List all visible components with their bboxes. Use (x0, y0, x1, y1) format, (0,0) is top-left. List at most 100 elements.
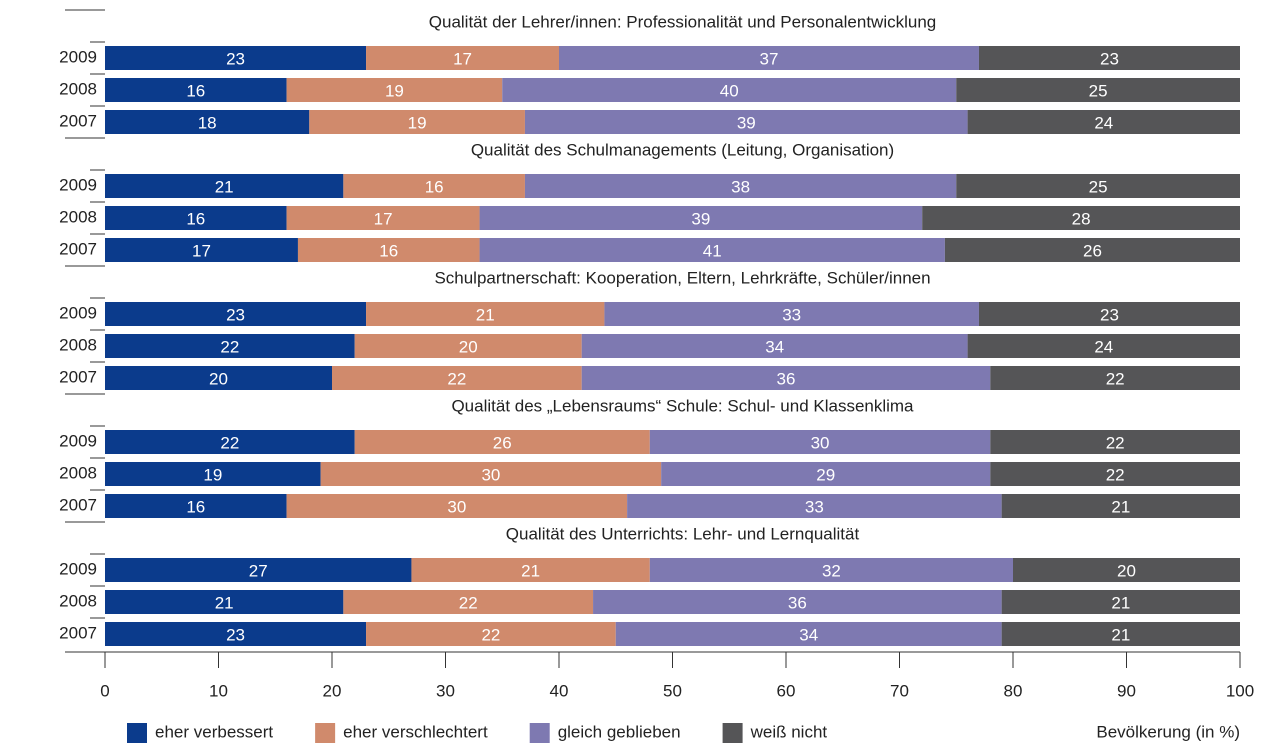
bar-segment (286, 494, 628, 518)
bar-segment (649, 430, 991, 454)
y-tick-label: 2007 (59, 239, 97, 258)
value-label: 21 (215, 177, 234, 196)
bar-segment (967, 110, 1240, 134)
x-tick-label: 70 (890, 681, 909, 700)
bar-segment (978, 46, 1240, 70)
value-label: 23 (226, 305, 245, 324)
y-tick-label: 2007 (59, 367, 97, 386)
bar-segment (105, 206, 287, 230)
bar-segment (105, 334, 355, 358)
y-tick-label: 2007 (59, 623, 97, 642)
y-tick-label: 2007 (59, 495, 97, 514)
value-label: 23 (1100, 49, 1119, 68)
bar-segment (479, 206, 923, 230)
bar-segment (661, 462, 991, 486)
legend-swatch (127, 723, 147, 743)
value-label: 22 (447, 369, 466, 388)
value-label: 21 (1111, 625, 1130, 644)
y-tick-label: 2009 (59, 431, 97, 450)
value-label: 39 (691, 209, 710, 228)
value-label: 34 (765, 337, 784, 356)
value-label: 23 (226, 49, 245, 68)
value-label: 33 (805, 497, 824, 516)
legend-label: eher verschlechtert (343, 722, 488, 741)
group-title: Qualität des Schulmanagements (Leitung, … (471, 140, 894, 159)
bar-segment (366, 622, 616, 646)
y-tick-label: 2007 (59, 111, 97, 130)
value-label: 17 (192, 241, 211, 260)
x-tick-label: 10 (209, 681, 228, 700)
value-label: 17 (453, 49, 472, 68)
group-title: Qualität der Lehrer/innen: Professionali… (429, 12, 936, 31)
x-tick-label: 50 (663, 681, 682, 700)
bar-segment (649, 558, 1013, 582)
value-label: 22 (220, 433, 239, 452)
x-axis-label: Bevölkerung (in %) (1096, 722, 1240, 741)
bar-segment (286, 78, 503, 102)
bar-segment (956, 174, 1240, 198)
bar-segment (922, 206, 1240, 230)
bar-segment (343, 590, 594, 614)
legend-swatch (315, 723, 336, 743)
bar-segment (105, 174, 344, 198)
value-label: 22 (220, 337, 239, 356)
bar-segment (105, 462, 321, 486)
legend-swatch (722, 723, 743, 743)
value-label: 23 (226, 625, 245, 644)
value-label: 32 (822, 561, 841, 580)
bar-segment (105, 366, 332, 390)
value-label: 36 (788, 593, 807, 612)
x-tick-label: 0 (100, 681, 109, 700)
bar-segment (559, 46, 979, 70)
bar-segment (105, 78, 287, 102)
bar-segment (990, 430, 1240, 454)
y-tick-label: 2008 (59, 335, 97, 354)
bar-segment (978, 302, 1240, 326)
x-tick-label: 80 (1004, 681, 1023, 700)
x-tick-label: 90 (1117, 681, 1136, 700)
value-label: 24 (1094, 337, 1113, 356)
x-tick-label: 60 (777, 681, 796, 700)
y-tick-label: 2009 (59, 303, 97, 322)
value-label: 16 (186, 81, 205, 100)
bar-segment (581, 366, 991, 390)
y-tick-label: 2009 (59, 559, 97, 578)
value-label: 25 (1089, 81, 1108, 100)
value-label: 22 (1106, 433, 1125, 452)
bar-segment (354, 334, 582, 358)
bar-segment (105, 238, 298, 262)
bar-segment (354, 430, 650, 454)
value-label: 19 (385, 81, 404, 100)
bar-segment (990, 366, 1240, 390)
bar-segment (944, 238, 1240, 262)
value-label: 24 (1094, 113, 1113, 132)
value-label: 33 (782, 305, 801, 324)
bar-segment (105, 622, 367, 646)
value-label: 21 (521, 561, 540, 580)
bar-segment (105, 590, 344, 614)
bar-segment (320, 462, 662, 486)
bar-segment (105, 110, 310, 134)
bar-segment (581, 334, 968, 358)
value-label: 30 (811, 433, 830, 452)
value-label: 25 (1089, 177, 1108, 196)
value-label: 28 (1072, 209, 1091, 228)
value-label: 38 (731, 177, 750, 196)
bar-segment (286, 206, 480, 230)
bar-segment (1001, 622, 1240, 646)
value-label: 40 (720, 81, 739, 100)
value-label: 20 (209, 369, 228, 388)
value-label: 26 (493, 433, 512, 452)
bar-segment (105, 494, 287, 518)
bar-segment (309, 110, 525, 134)
bar-segment (297, 238, 480, 262)
bar-segment (411, 558, 650, 582)
value-label: 16 (425, 177, 444, 196)
bar-segment (1001, 494, 1240, 518)
bar-segment (1013, 558, 1240, 582)
value-label: 39 (737, 113, 756, 132)
value-label: 36 (777, 369, 796, 388)
legend-label: weiß nicht (750, 722, 828, 741)
bar-segment (105, 302, 367, 326)
value-label: 17 (374, 209, 393, 228)
